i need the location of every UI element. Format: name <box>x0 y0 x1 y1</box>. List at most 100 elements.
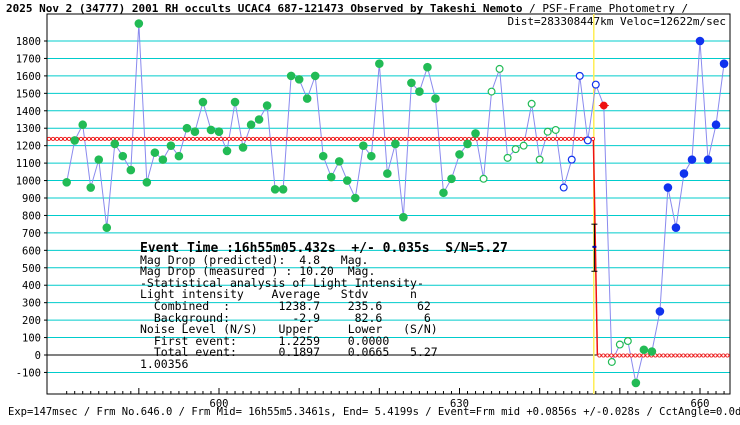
data-point <box>407 78 416 88</box>
data-point <box>535 155 544 164</box>
model-dot <box>478 136 483 141</box>
model-dot <box>47 136 52 141</box>
model-dot <box>306 136 311 141</box>
tick-label-y: 900 <box>22 193 41 205</box>
data-point <box>126 165 136 175</box>
data-point <box>182 123 192 133</box>
data-point <box>487 87 496 96</box>
model-dot <box>713 353 718 358</box>
model-dot <box>633 353 638 358</box>
model-dot <box>665 353 670 358</box>
model-dot <box>119 136 124 141</box>
data-point <box>214 127 224 137</box>
model-dot <box>262 136 267 141</box>
model-dot <box>218 136 223 141</box>
model-dot <box>127 136 132 141</box>
model-dot <box>725 353 730 358</box>
tick-label-y: 1100 <box>16 158 41 170</box>
tick-label-y: 700 <box>22 228 41 240</box>
model-dot <box>194 136 199 141</box>
tick-label-x: 600 <box>210 398 229 410</box>
model-dot <box>378 136 383 141</box>
model-dot <box>107 136 112 141</box>
data-point <box>262 101 272 110</box>
model-dot <box>322 136 327 141</box>
model-dot <box>382 136 387 141</box>
model-dot <box>641 353 646 358</box>
model-dot <box>182 136 187 141</box>
model-dot <box>677 353 682 358</box>
model-dot <box>150 136 155 141</box>
model-dot <box>402 136 407 141</box>
model-dot <box>523 136 528 141</box>
model-dot <box>414 136 419 141</box>
ratio-value: 1.00356 <box>140 356 189 371</box>
model-dot <box>142 136 147 141</box>
tick-label-y: 300 <box>22 298 41 310</box>
model-dot <box>290 136 295 141</box>
model-dot <box>354 136 359 141</box>
data-point <box>134 19 144 28</box>
data-point <box>359 141 368 150</box>
model-dot <box>350 136 355 141</box>
model-dot <box>95 136 100 141</box>
tick-label-y: 600 <box>22 245 41 257</box>
data-point <box>270 184 280 194</box>
chart-title: 2025 Nov 2 (34777) 2001 RH occults UCAC4… <box>6 2 689 15</box>
data-point <box>86 183 96 192</box>
data-point <box>206 125 216 135</box>
model-dot <box>410 136 415 141</box>
data-point <box>447 174 456 184</box>
model-dot <box>134 136 139 141</box>
data-point <box>519 141 528 150</box>
model-dot <box>87 136 92 141</box>
model-dot <box>434 136 439 141</box>
model-dot <box>689 353 694 358</box>
tick-label-y: 100 <box>22 333 41 345</box>
data-point <box>687 155 697 164</box>
model-dot <box>166 136 171 141</box>
model-dot <box>502 136 507 141</box>
data-point <box>423 62 432 72</box>
model-dot <box>79 136 84 141</box>
model-dot <box>531 136 536 141</box>
data-point <box>383 169 392 178</box>
tick-label-x: 630 <box>450 398 469 410</box>
data-point <box>719 59 729 68</box>
data-point <box>495 64 504 73</box>
model-dot <box>539 136 544 141</box>
tick-label-y: 1700 <box>16 53 41 65</box>
data-point <box>342 176 352 185</box>
data-point <box>439 188 448 198</box>
model-dot <box>254 136 259 141</box>
model-dot <box>470 136 475 141</box>
model-dot <box>186 136 191 141</box>
data-point <box>174 151 184 161</box>
data-point <box>703 155 713 164</box>
mag-drop-measured: Mag Drop (measured ) : 10.20 Mag. <box>140 264 376 279</box>
data-point <box>326 172 336 182</box>
model-dot <box>701 353 706 358</box>
plot-frame <box>46 13 731 395</box>
data-point <box>310 71 320 81</box>
model-dot <box>230 136 235 141</box>
model-dot <box>498 136 503 141</box>
model-dot <box>555 136 560 141</box>
model-dot <box>386 136 391 141</box>
data-point <box>238 143 248 152</box>
model-dot <box>222 136 227 141</box>
model-dot <box>601 353 606 358</box>
model-dot <box>617 353 622 358</box>
stats-combined: Combined : 1238.7 235.6 62 <box>140 298 431 313</box>
model-dot <box>242 136 247 141</box>
model-dot <box>123 136 128 141</box>
model-dot <box>226 136 231 141</box>
first-event: First event: 1.2259 0.0000 <box>140 333 390 348</box>
data-point <box>631 378 641 388</box>
tick-label-y: 500 <box>22 263 41 275</box>
model-dot <box>515 136 520 141</box>
model-dot <box>282 136 287 141</box>
model-dot <box>709 353 714 358</box>
model-dot <box>318 136 323 141</box>
